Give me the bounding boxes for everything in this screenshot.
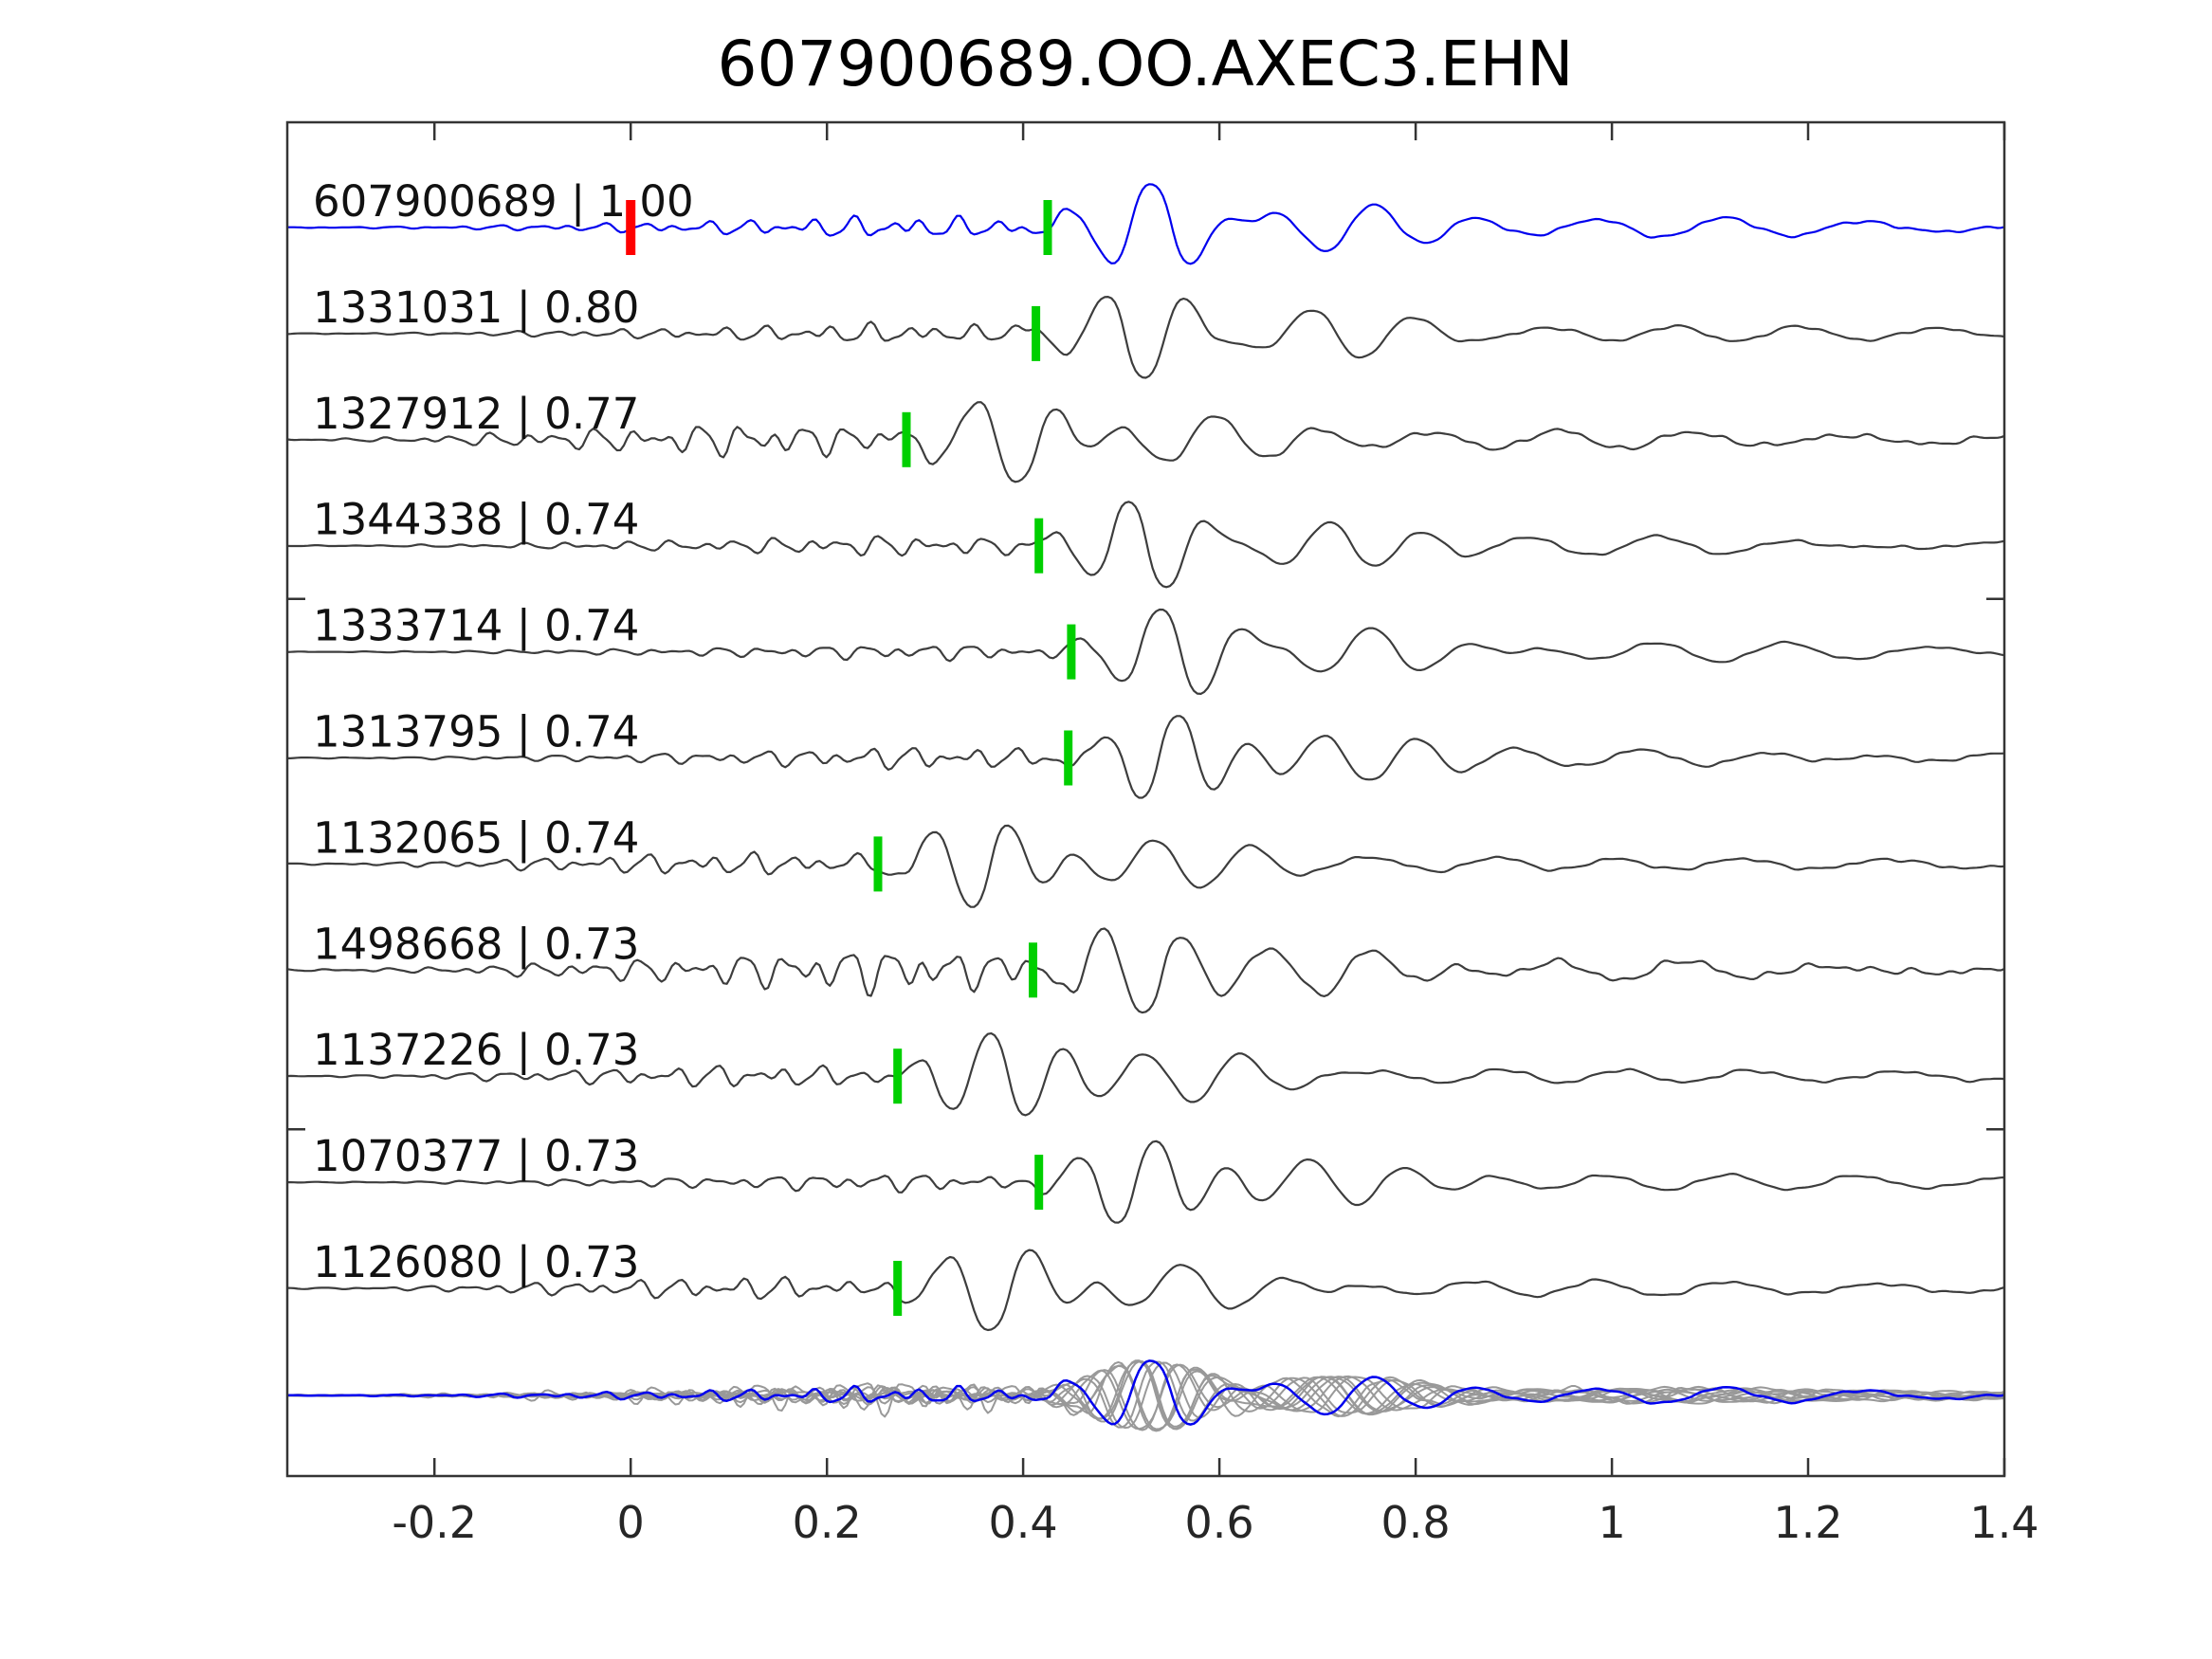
trace-label: 1498668 | 0.73 <box>313 919 639 969</box>
trace-label: 1132065 | 0.74 <box>313 812 639 863</box>
trace-label: 1313795 | 0.74 <box>313 707 639 757</box>
overlay-waveform <box>287 1360 2004 1431</box>
axes-layer <box>285 120 2006 1478</box>
pick-marker <box>893 1261 903 1316</box>
reference-waveform <box>287 183 2004 265</box>
waveform <box>287 1249 2004 1332</box>
pick-marker <box>1029 942 1037 998</box>
x-tick-label: 1.4 <box>1969 1497 2038 1548</box>
pick-marker <box>1032 305 1041 361</box>
pick-marker <box>1034 1155 1044 1211</box>
pick-marker <box>1043 200 1052 255</box>
trace-label: 1331031 | 0.80 <box>313 283 639 333</box>
x-tick-label: 0.8 <box>1381 1497 1451 1548</box>
waveform <box>287 501 2004 589</box>
x-tick-label: -0.2 <box>392 1497 477 1548</box>
x-tick-label: 0 <box>617 1497 645 1548</box>
trace-labels-layer: 607900689 | 1.00 1331031 | 0.80 1327912 | … <box>313 176 694 1287</box>
pick-marker <box>1067 624 1076 680</box>
trace-label: 1137226 | 0.73 <box>313 1025 639 1075</box>
x-tick-label: 1.2 <box>1773 1497 1842 1548</box>
x-tick-labels-layer: -0.2 0 0.2 0.4 0.6 0.8 1 1.2 1.4 <box>392 1497 2038 1548</box>
pick-markers-layer <box>626 200 1076 1316</box>
trace-label: 1344338 | 0.74 <box>313 495 639 545</box>
trace-label: 1126080 | 0.73 <box>313 1237 639 1287</box>
pick-marker <box>873 836 883 892</box>
trace-label: 1327912 | 0.77 <box>313 389 639 439</box>
waveforms-layer <box>287 183 2004 1432</box>
x-tick-label: 0.2 <box>793 1497 862 1548</box>
pick-marker <box>1034 518 1044 574</box>
trace-label: 607900689 | 1.00 <box>313 176 694 227</box>
figure-title: 607900689.OO.AXEC3.EHN <box>718 27 1574 100</box>
waveform <box>287 715 2004 799</box>
x-tick-label: 0.6 <box>1185 1497 1254 1548</box>
waveform <box>287 296 2004 379</box>
pick-marker <box>1064 730 1073 786</box>
pick-marker <box>893 1048 903 1104</box>
waveform <box>287 1032 2004 1117</box>
trace-label: 1070377 | 0.73 <box>313 1131 639 1181</box>
waveform <box>287 1139 2004 1224</box>
pick-marker <box>902 411 911 467</box>
overlay-waveform <box>287 1361 2004 1430</box>
x-tick-label: 1 <box>1598 1497 1625 1548</box>
axis-box <box>285 120 2006 1478</box>
x-tick-label: 0.4 <box>989 1497 1058 1548</box>
waveform <box>287 608 2004 695</box>
waveform <box>287 401 2004 483</box>
trace-label: 1333714 | 0.74 <box>313 601 639 651</box>
waveform <box>287 824 2004 908</box>
zero-time-marker <box>626 200 636 255</box>
waveform <box>287 927 2004 1014</box>
overlay-reference-waveform <box>287 1359 2004 1426</box>
